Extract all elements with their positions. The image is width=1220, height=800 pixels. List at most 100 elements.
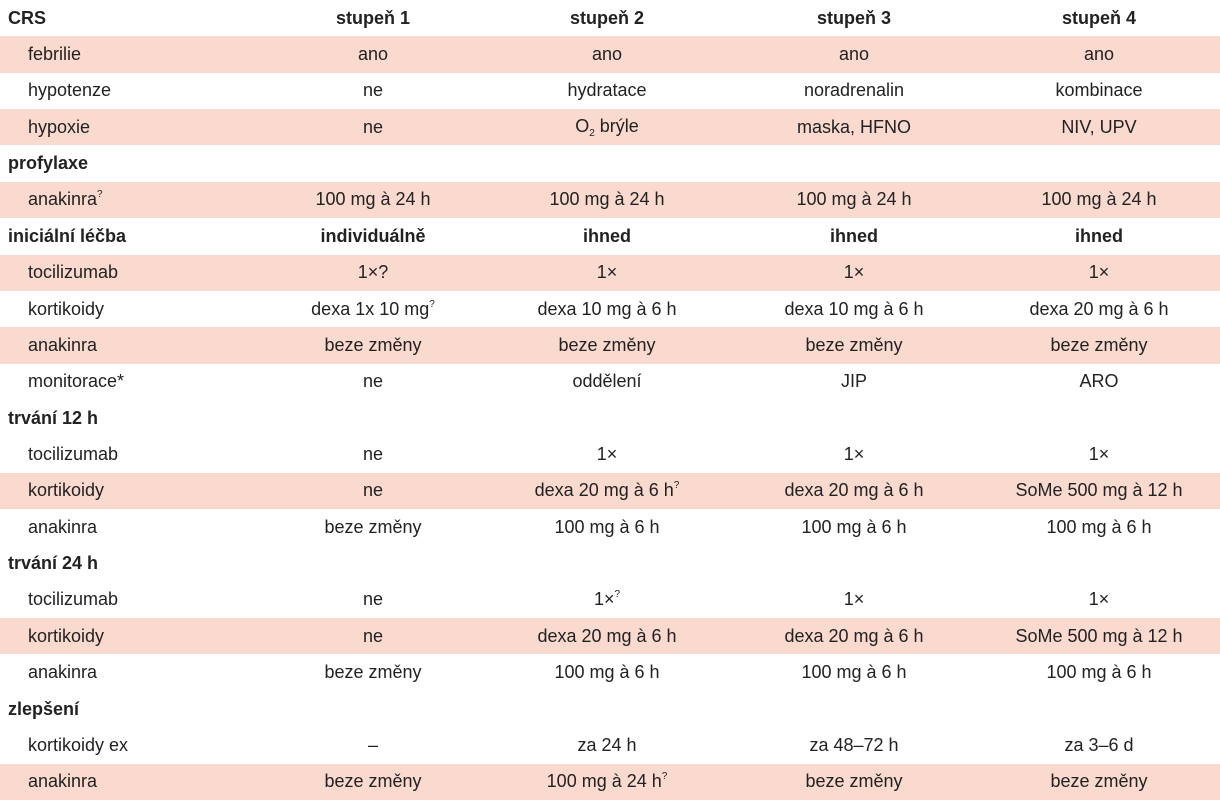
cell-text: 100 mg à 6 h <box>1046 662 1152 683</box>
row-label: kortikoidy <box>0 618 262 655</box>
section-cell <box>262 400 484 436</box>
header-col-2: stupeň 2 <box>569 7 644 28</box>
row-label: anakinra <box>0 763 262 800</box>
table-cell: beze změny <box>262 763 484 800</box>
table-row: hypoxie ne O2 brýle maska, HFNO NIV, UPV <box>0 109 1220 146</box>
cell-text: ne <box>362 80 384 101</box>
cell-text: 1×? <box>357 262 389 283</box>
cell-text: – <box>367 734 378 755</box>
cell-text: 1× <box>1088 589 1110 610</box>
row-label: tocilizumab <box>0 582 262 618</box>
cell-text: dexa 20 mg à 6 h <box>784 625 924 646</box>
table-cell: ne <box>262 73 484 109</box>
row-label-text: febrilie <box>28 44 82 65</box>
row-label-text: anakinra <box>28 771 98 792</box>
table-cell: maska, HFNO <box>730 109 978 146</box>
table-cell: beze změny <box>484 327 730 364</box>
table-cell: 1× <box>730 436 978 472</box>
row-label-text: tocilizumab <box>28 443 119 464</box>
cell-text: 100 mg à 6 h <box>554 662 660 683</box>
cell-text: SoMe 500 mg à 12 h <box>1015 625 1183 646</box>
footnote-mark: ? <box>661 771 668 783</box>
cell-text: ne <box>362 443 384 464</box>
section-cell <box>262 145 484 181</box>
footnote-mark: ? <box>673 480 680 492</box>
cell-text: kombinace <box>1055 80 1143 101</box>
section-label: profylaxe <box>8 153 89 174</box>
cell-text: dexa 20 mg à 6 h <box>534 480 674 501</box>
table-cell: JIP <box>730 364 978 400</box>
cell-text: 1× <box>1088 262 1110 283</box>
footnote-mark: ? <box>614 589 621 601</box>
cell-text: ano <box>591 44 623 65</box>
cell-text: beze změny <box>805 771 903 792</box>
table-row: tocilizumab 1×? 1× 1× 1× <box>0 254 1220 291</box>
section-cell <box>484 545 730 581</box>
row-label-text: tocilizumab <box>28 262 119 283</box>
cell-text: SoMe 500 mg à 12 h <box>1015 480 1183 501</box>
table-cell: ne <box>262 109 484 146</box>
cell-text: ARO <box>1079 371 1119 392</box>
row-label-text: kortikoidy ex <box>28 734 129 755</box>
row-label-text: kortikoidy <box>28 298 105 319</box>
row-label: kortikoidy <box>0 291 262 327</box>
table-cell: beze změny <box>730 763 978 800</box>
cell-text: JIP <box>840 371 867 392</box>
table-cell: ne <box>262 582 484 618</box>
cell-text: 1× <box>843 589 865 610</box>
table-cell: ne <box>262 364 484 400</box>
cell-text: 1× <box>596 262 618 283</box>
row-label: anakinra <box>0 327 262 364</box>
table-cell: 1×? <box>484 582 730 618</box>
cell-text: za 3–6 d <box>1064 734 1134 755</box>
table-cell: beze změny <box>978 327 1220 364</box>
cell-text: ne <box>362 116 384 137</box>
table-cell: 100 mg à 6 h <box>730 654 978 690</box>
header-col-4: stupeň 4 <box>1061 7 1136 28</box>
table-cell: 100 mg à 6 h <box>484 509 730 545</box>
table-cell: NIV, UPV <box>978 109 1220 146</box>
section-cell <box>730 545 978 581</box>
cell-text: dexa 20 mg à 6 h <box>784 480 924 501</box>
cell-text: dexa 20 mg à 6 h <box>1029 298 1169 319</box>
row-label-text: monitorace* <box>28 371 125 392</box>
cell-text: 1× <box>843 262 865 283</box>
cell-text: noradrenalin <box>803 80 905 101</box>
table-cell: ano <box>730 36 978 73</box>
table-row: tocilizumab ne 1× 1× 1× <box>0 436 1220 472</box>
table-cell: SoMe 500 mg à 12 h <box>978 618 1220 655</box>
table-cell: ARO <box>978 364 1220 400</box>
table-row: anakinra beze změny beze změny beze změny be… <box>0 327 1220 364</box>
table-cell: dexa 10 mg à 6 h <box>730 291 978 327</box>
row-label: tocilizumab <box>0 436 262 472</box>
section-cell <box>484 691 730 727</box>
cell-text: maska, HFNO <box>796 116 911 137</box>
row-label: anakinra? <box>0 181 262 219</box>
cell-text: ne <box>362 371 384 392</box>
cell-text: 1× <box>593 589 615 610</box>
table-cell: dexa 10 mg à 6 h <box>484 291 730 327</box>
section-row: profylaxe <box>0 145 1220 181</box>
table-cell: za 48–72 h <box>730 727 978 763</box>
cell-text: 100 mg à 6 h <box>1046 516 1152 537</box>
subscript: 2 <box>589 127 595 139</box>
section-cell <box>978 145 1220 181</box>
section-label: zlepšení <box>8 698 80 719</box>
cell-text: 1× <box>596 443 618 464</box>
row-label-text: tocilizumab <box>28 589 119 610</box>
table-cell: ano <box>484 36 730 73</box>
table-cell: 1× <box>978 436 1220 472</box>
cell-text: NIV, UPV <box>1061 116 1137 137</box>
table-cell: 1× <box>484 254 730 291</box>
table-cell: – <box>262 727 484 763</box>
table-cell: beze změny <box>730 327 978 364</box>
table-cell: ne <box>262 472 484 510</box>
table-cell: 100 mg à 24 h? <box>484 763 730 800</box>
section-cell: ihned <box>830 225 878 246</box>
section-cell <box>978 545 1220 581</box>
table-cell: 1× <box>978 254 1220 291</box>
section-cell: ihned <box>583 225 631 246</box>
table-cell: dexa 20 mg à 6 h <box>978 291 1220 327</box>
cell-text: ne <box>362 480 384 501</box>
